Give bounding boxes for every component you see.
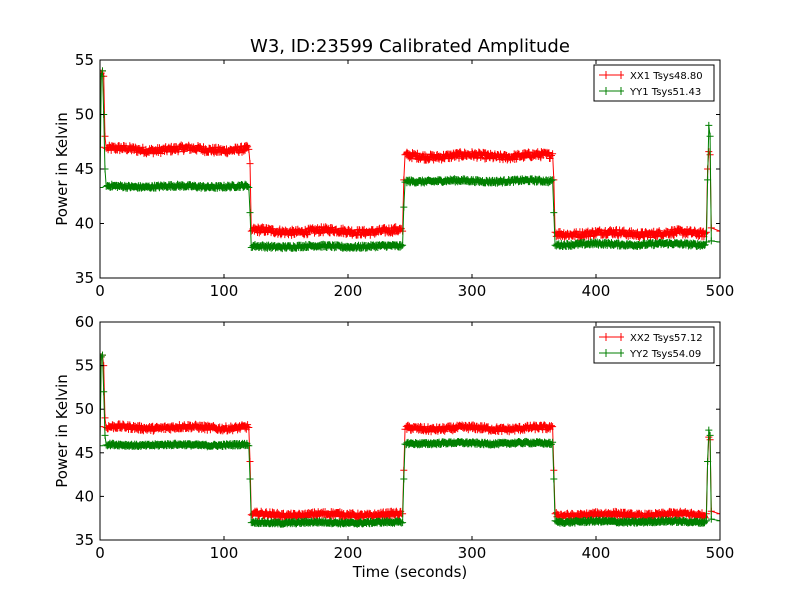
series-2-2 <box>100 351 720 528</box>
y-tick-label: 50 <box>75 400 94 418</box>
x-tick-label: 400 <box>582 544 611 562</box>
x-tick-label: 200 <box>334 282 363 300</box>
legend-label: YY1 Tsys51.43 <box>629 87 701 98</box>
x-tick-label: 500 <box>706 282 735 300</box>
y-tick-label: 55 <box>75 51 94 69</box>
x-tick-label: 100 <box>210 544 239 562</box>
legend: XX2 Tsys57.12 YY2 Tsys54.09 <box>593 326 715 364</box>
x-tick-label: 100 <box>210 282 239 300</box>
y-axis-label: Power in Kelvin <box>53 112 71 226</box>
series-1-2 <box>100 67 720 253</box>
legend-marker <box>604 71 622 79</box>
axes-frame <box>99 321 721 541</box>
y-tick-label: 40 <box>75 487 94 505</box>
y-tick-label: 35 <box>75 531 94 549</box>
legend-label: YY2 Tsys54.09 <box>629 349 701 360</box>
series-markers <box>100 67 720 241</box>
legend-marker <box>604 349 622 357</box>
x-tick-label: 300 <box>458 544 487 562</box>
x-tick-label: 400 <box>582 282 611 300</box>
subplot-2: 0 100 200 300 400 500 35 40 45 50 55 60 Power in Kel… <box>53 313 734 581</box>
x-tick-label: 500 <box>706 544 735 562</box>
legend: XX1 Tsys48.80 YY1 Tsys51.43 <box>593 64 715 102</box>
x-tick-label: 200 <box>334 544 363 562</box>
x-tick-label: 300 <box>458 282 487 300</box>
legend-label: XX2 Tsys57.12 <box>630 333 703 344</box>
y-tick-label: 60 <box>75 313 94 331</box>
x-axis-label: Time (seconds) <box>352 563 468 581</box>
legend-label: XX1 Tsys48.80 <box>630 71 703 82</box>
y-tick-label: 55 <box>75 357 94 375</box>
y-tick-label: 45 <box>75 160 94 178</box>
y-tick-label: 45 <box>75 444 94 462</box>
y-tick-label: 50 <box>75 106 94 124</box>
legend-box <box>593 326 715 364</box>
y-tick-label: 35 <box>75 269 94 287</box>
subplot-1: 0 100 200 300 400 500 35 40 45 50 55 Power in Kelvi… <box>53 51 734 300</box>
x-tick-label: 0 <box>95 544 105 562</box>
legend-box <box>593 64 715 102</box>
y-axis-label: Power in Kelvin <box>53 374 71 488</box>
y-tick-label: 40 <box>75 215 94 233</box>
series-markers <box>100 351 720 528</box>
series-markers <box>100 67 720 253</box>
x-tick-label: 0 <box>95 282 105 300</box>
series-2-1 <box>100 351 720 522</box>
legend-marker <box>604 87 622 95</box>
legend-marker <box>604 333 622 341</box>
figure-title: W3, ID:23599 Calibrated Amplitude <box>250 36 570 57</box>
series-markers <box>100 351 720 522</box>
series-1-1 <box>100 67 720 241</box>
